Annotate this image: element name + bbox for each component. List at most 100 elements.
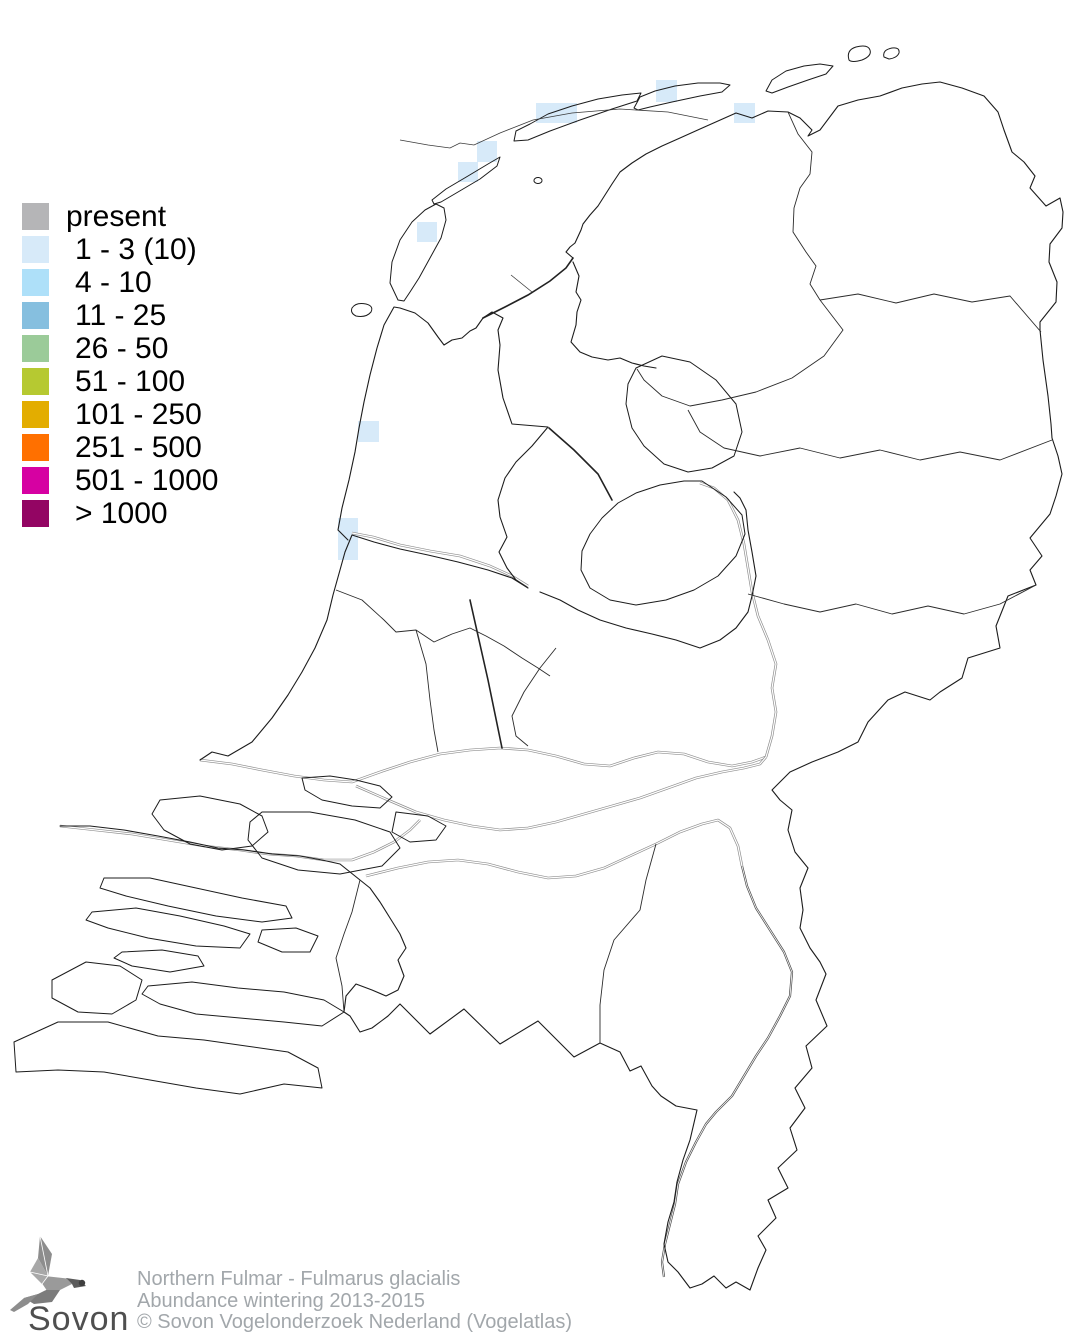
zeeuws-vlaanderen-outline <box>13 1021 323 1095</box>
river-lek-nederrijn <box>198 746 768 784</box>
rottumerplaat-island <box>847 45 871 62</box>
noorderhaaks-island <box>351 303 373 317</box>
abundance-cell <box>656 80 677 102</box>
zuid-beveland-island <box>141 981 345 1027</box>
delta-islands-group <box>13 775 447 1095</box>
legend-color-swatch <box>22 335 49 362</box>
afsluitdijk <box>482 257 574 319</box>
schouwen-duiveland-island <box>85 907 251 949</box>
goeree-overflakkee-island <box>99 877 293 923</box>
legend-label: 501 - 1000 <box>75 464 219 497</box>
voorne-putten-island <box>151 795 269 851</box>
river-maas-limburg <box>660 864 794 1279</box>
legend-label: 11 - 25 <box>75 299 167 332</box>
legend-item-6: 101 - 250 <box>22 398 218 431</box>
noordzeekanaal-core <box>351 532 529 587</box>
swallow-bird-icon <box>10 1235 86 1312</box>
vlieland-sea-boundary <box>510 274 533 293</box>
terschelling-island <box>513 92 642 142</box>
abundance-cell <box>338 539 358 560</box>
ameland-island <box>633 82 731 111</box>
legend-color-swatch <box>22 302 49 329</box>
wadden-sea-boundary <box>399 108 709 149</box>
province-borders-group <box>335 111 1053 1043</box>
amsterdam-rijnkanaal <box>469 599 503 749</box>
legend-color-swatch <box>22 203 49 230</box>
legend-item-3: 11 - 25 <box>22 299 218 332</box>
texel-island <box>389 203 447 302</box>
dordrecht-island <box>391 811 447 843</box>
coastline-northwest-holland <box>199 306 549 761</box>
vlieland-island <box>431 156 501 205</box>
legend-label: 51 - 100 <box>75 365 186 398</box>
hoeksche-waard-island <box>247 811 401 875</box>
rivers-group <box>58 481 794 1279</box>
legend-label: > 1000 <box>75 497 168 530</box>
river-bergsche-maas <box>364 818 744 880</box>
caption-species: Northern Fulmar - Fulmarus glacialis <box>137 1268 461 1290</box>
houtribdijk <box>548 427 613 501</box>
coastline-randmeren-veluwe <box>539 491 757 649</box>
border-noordholland-south <box>335 589 551 677</box>
map-caption: Northern Fulmar - Fulmarus glacialis Abu… <box>137 1268 573 1334</box>
flevoland-outline <box>580 480 746 606</box>
coastline-friesland-west <box>570 261 657 369</box>
border-friesland-drenthe <box>636 299 844 407</box>
border-gelderland-overijssel <box>747 584 1037 615</box>
abundance-cell <box>417 222 437 242</box>
legend-label: 101 - 250 <box>75 398 202 431</box>
abundance-cell <box>458 162 478 182</box>
legend-item-2: 4 - 10 <box>22 266 218 299</box>
border-groningen-drenthe <box>819 293 1042 333</box>
legend-color-swatch <box>22 269 49 296</box>
abundance-cell-layer <box>338 80 755 560</box>
abundance-cell <box>734 103 755 123</box>
legend-color-swatch <box>22 401 49 428</box>
sovon-logo-text: Sovon <box>28 1300 130 1338</box>
border-brabant-limburg <box>599 843 657 1043</box>
coastline-north-east-south-mainland <box>59 81 1064 1291</box>
abundance-cell <box>477 141 497 162</box>
legend-color-swatch <box>22 500 49 527</box>
river-waal <box>354 755 768 832</box>
noordoostpolder-outline <box>625 355 743 473</box>
river-waal-core <box>355 756 767 831</box>
border-zeeland-brabant <box>335 879 361 1013</box>
griend-island <box>533 177 543 184</box>
legend-item-0: present <box>22 200 218 233</box>
rottumeroog-island <box>883 47 900 60</box>
border-utrecht-gelderland <box>511 647 557 747</box>
abundance-cell <box>358 421 379 442</box>
schiermonnikoog-island <box>765 63 834 94</box>
legend-item-9: > 1000 <box>22 497 218 530</box>
border-zuidholland-utrecht <box>415 629 439 753</box>
legend-label: 1 - 3 (10) <box>75 233 197 266</box>
walcheren-island <box>51 961 143 1015</box>
wadden-islands-group <box>351 45 900 317</box>
legend-item-4: 26 - 50 <box>22 332 218 365</box>
legend-label: 4 - 10 <box>75 266 152 299</box>
tholen-island <box>257 927 319 953</box>
noordzeekanaal <box>350 531 530 588</box>
caption-subtitle: Abundance wintering 2013-2015 <box>137 1289 425 1312</box>
legend-label: 26 - 50 <box>75 332 169 365</box>
legend-item-7: 251 - 500 <box>22 431 218 464</box>
legend-item-5: 51 - 100 <box>22 365 218 398</box>
noord-beveland-island <box>113 949 205 973</box>
border-friesland-groningen <box>787 111 821 301</box>
river-ijssel <box>698 481 778 759</box>
ijsselmonde-island <box>301 775 393 809</box>
legend-color-swatch <box>22 434 49 461</box>
legend-label: 251 - 500 <box>75 431 202 464</box>
river-maas-limburg-core <box>661 865 793 1278</box>
caption-copyright: © Sovon Vogelonderzoek Nederland (Vogela… <box>137 1311 573 1333</box>
border-drenthe-overijssel <box>687 409 1053 461</box>
legend-color-swatch <box>22 467 49 494</box>
legend-label: present <box>66 200 167 233</box>
legend-color-swatch <box>22 368 49 395</box>
abundance-legend: present 1 - 3 (10) 4 - 10 11 - 25 26 - 50 51 … <box>22 200 219 533</box>
legend-item-8: 501 - 1000 <box>22 464 219 497</box>
legend-color-swatch <box>22 236 49 263</box>
